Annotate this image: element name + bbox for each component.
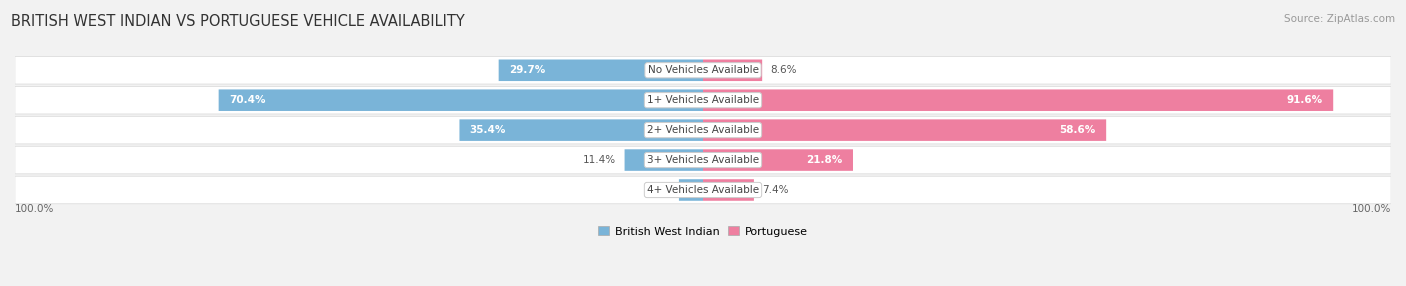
Text: 29.7%: 29.7% xyxy=(509,65,546,75)
FancyBboxPatch shape xyxy=(703,90,1333,111)
FancyBboxPatch shape xyxy=(703,179,754,201)
Legend: British West Indian, Portuguese: British West Indian, Portuguese xyxy=(593,222,813,241)
Text: 4+ Vehicles Available: 4+ Vehicles Available xyxy=(647,185,759,195)
Text: 3+ Vehicles Available: 3+ Vehicles Available xyxy=(647,155,759,165)
Text: 35.4%: 35.4% xyxy=(470,125,506,135)
Text: 58.6%: 58.6% xyxy=(1060,125,1095,135)
FancyBboxPatch shape xyxy=(15,86,1391,114)
Text: 100.0%: 100.0% xyxy=(15,204,55,214)
FancyBboxPatch shape xyxy=(624,149,703,171)
FancyBboxPatch shape xyxy=(15,176,1391,204)
Text: 100.0%: 100.0% xyxy=(1351,204,1391,214)
Text: 7.4%: 7.4% xyxy=(762,185,789,195)
FancyBboxPatch shape xyxy=(679,179,703,201)
FancyBboxPatch shape xyxy=(15,146,1391,174)
Text: 8.6%: 8.6% xyxy=(770,65,797,75)
Text: Source: ZipAtlas.com: Source: ZipAtlas.com xyxy=(1284,14,1395,24)
Text: 21.8%: 21.8% xyxy=(807,155,842,165)
Text: BRITISH WEST INDIAN VS PORTUGUESE VEHICLE AVAILABILITY: BRITISH WEST INDIAN VS PORTUGUESE VEHICL… xyxy=(11,14,465,29)
Text: 2+ Vehicles Available: 2+ Vehicles Available xyxy=(647,125,759,135)
Text: 91.6%: 91.6% xyxy=(1286,95,1323,105)
Text: 3.5%: 3.5% xyxy=(644,185,671,195)
Text: 1+ Vehicles Available: 1+ Vehicles Available xyxy=(647,95,759,105)
FancyBboxPatch shape xyxy=(219,90,703,111)
FancyBboxPatch shape xyxy=(15,116,1391,144)
FancyBboxPatch shape xyxy=(15,57,1391,84)
Text: 11.4%: 11.4% xyxy=(583,155,616,165)
FancyBboxPatch shape xyxy=(703,119,1107,141)
FancyBboxPatch shape xyxy=(460,119,703,141)
Text: 70.4%: 70.4% xyxy=(229,95,266,105)
FancyBboxPatch shape xyxy=(703,59,762,81)
FancyBboxPatch shape xyxy=(499,59,703,81)
Text: No Vehicles Available: No Vehicles Available xyxy=(648,65,758,75)
FancyBboxPatch shape xyxy=(703,149,853,171)
